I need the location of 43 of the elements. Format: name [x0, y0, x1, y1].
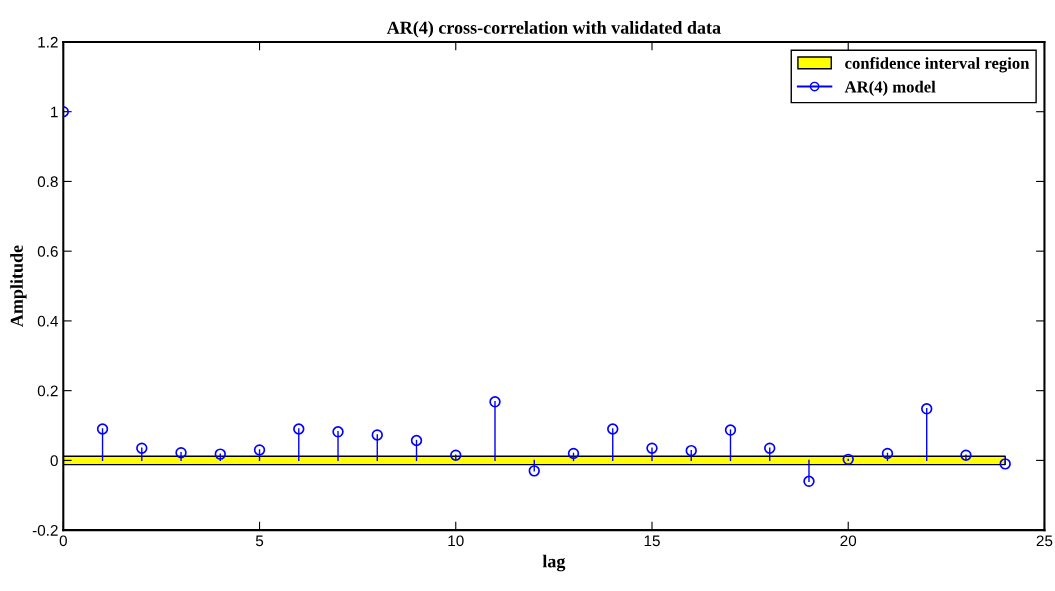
point [607, 423, 619, 435]
point [450, 449, 462, 461]
point [724, 424, 737, 436]
point [803, 475, 815, 488]
y-tick-label: 0.8 [37, 176, 58, 188]
point [410, 434, 423, 447]
point [881, 447, 894, 460]
point [332, 426, 344, 438]
point [175, 447, 187, 459]
point [489, 396, 501, 408]
point [293, 423, 305, 435]
x-axis-title: lag [542, 554, 566, 572]
legend-label: AR(4) model [844, 80, 936, 96]
chart-title: AR(4) cross-correlation with validated data [386, 21, 721, 38]
x-tick-label: 0 [59, 535, 67, 547]
y-tick-label: 1.2 [38, 36, 58, 48]
point [646, 442, 658, 454]
point [528, 465, 540, 477]
point [764, 442, 776, 454]
x-tick-label: 15 [644, 535, 660, 547]
point [253, 444, 266, 456]
point [136, 442, 148, 454]
point [842, 453, 854, 466]
y-tick-label: 1 [51, 106, 58, 118]
y-tick-label: 0.4 [37, 315, 58, 327]
point [960, 449, 972, 461]
x-tick-label: 20 [840, 535, 857, 547]
y-tick-label: 0.6 [37, 246, 58, 257]
point [371, 429, 383, 441]
x-tick-label: 10 [448, 535, 464, 547]
point [685, 444, 697, 457]
y-tick-label: -0.2 [32, 524, 58, 536]
x-tick-label: 5 [255, 535, 264, 547]
legend-label: confidence interval region [845, 56, 1030, 73]
point [921, 403, 933, 415]
x-tick-label: 25 [1036, 535, 1053, 547]
point [999, 458, 1011, 470]
y-axis-title: Amplitude [10, 245, 27, 327]
point [567, 447, 580, 460]
y-tick-label: 0.2 [37, 385, 58, 397]
point [96, 423, 109, 435]
y-tick-label: 0 [50, 455, 58, 467]
point [214, 448, 226, 460]
